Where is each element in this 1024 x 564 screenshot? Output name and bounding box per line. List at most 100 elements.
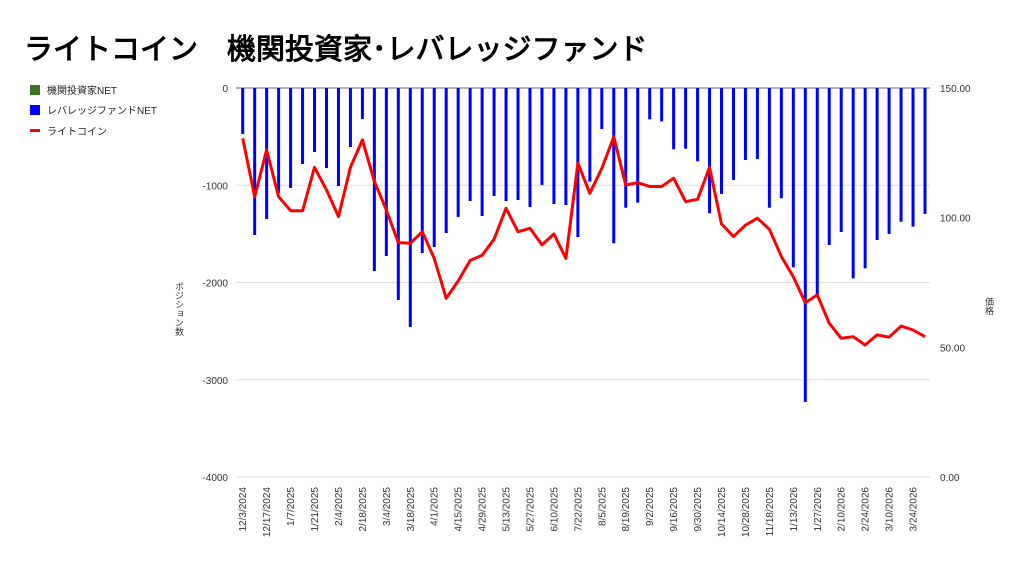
bar-leveraged-fund — [731, 88, 735, 180]
legend-label: 機関投資家NET — [47, 86, 117, 97]
bar-leveraged-fund — [875, 88, 879, 241]
legend-label: ライトコイン — [47, 127, 107, 138]
bar-leveraged-fund — [851, 88, 855, 279]
chart-title: ライトコイン 機関投資家･レバレッジファンド — [24, 32, 648, 66]
bar-leveraged-fund — [708, 88, 712, 214]
bar-leveraged-fund — [241, 88, 245, 134]
bar-leveraged-fund — [301, 88, 305, 164]
x-tick-label: 5/13/2025 — [502, 487, 513, 532]
bar-leveraged-fund — [779, 88, 783, 199]
x-tick-label: 11/18/2025 — [765, 487, 776, 537]
bar-leveraged-fund — [324, 88, 328, 169]
bar-leveraged-fund — [480, 88, 484, 216]
bar-leveraged-fund — [432, 88, 436, 248]
bar-leveraged-fund — [887, 88, 891, 234]
bar-leveraged-fund — [815, 88, 819, 297]
y-right-tick-label: 0.00 — [940, 473, 960, 484]
bar-leveraged-fund — [564, 88, 568, 205]
bar-leveraged-fund — [277, 88, 281, 194]
bar-leveraged-fund — [492, 88, 496, 197]
y-left-tick-label: -3000 — [202, 376, 228, 387]
x-tick-label: 8/19/2025 — [621, 487, 632, 532]
y-axis-left-title: ポジション数 — [173, 282, 183, 336]
bar-leveraged-fund — [360, 88, 364, 120]
bar-leveraged-fund — [899, 88, 903, 222]
x-tick-label: 10/14/2025 — [717, 487, 728, 537]
x-tick-label: 10/28/2025 — [741, 487, 752, 537]
bar-leveraged-fund — [803, 88, 807, 403]
bar-leveraged-fund — [289, 88, 293, 188]
bar-leveraged-fund — [672, 88, 676, 150]
x-tick-label: 7/22/2025 — [573, 487, 584, 532]
bar-leveraged-fund — [696, 88, 700, 162]
x-tick-label: 2/10/2026 — [837, 487, 848, 532]
bar-leveraged-fund — [540, 88, 544, 185]
y-right-tick-label: 50.00 — [940, 343, 965, 354]
x-tick-label: 4/1/2025 — [430, 487, 441, 526]
x-tick-label: 2/4/2025 — [334, 487, 345, 526]
x-tick-label: 9/2/2025 — [645, 487, 656, 526]
bar-leveraged-fund — [791, 88, 795, 268]
x-tick-label: 1/13/2026 — [789, 487, 800, 532]
bar-leveraged-fund — [911, 88, 915, 227]
y-right-tick-label: 150.00 — [940, 84, 971, 95]
legend-item-price: ライトコイン — [30, 123, 107, 138]
bar-leveraged-fund — [600, 88, 604, 130]
legend-item-leveraged: レバレッジファンドNET — [30, 102, 157, 117]
price-line — [241, 135, 926, 347]
y-left-tick-label: -2000 — [202, 279, 228, 290]
bar-leveraged-fund — [420, 88, 424, 254]
bar-leveraged-fund — [516, 88, 520, 201]
x-tick-label: 1/27/2026 — [813, 487, 824, 532]
bar-leveraged-fund — [528, 88, 532, 208]
bar-leveraged-fund — [408, 88, 412, 327]
legend-swatch-red-line — [30, 129, 40, 132]
bar-leveraged-fund — [468, 88, 472, 202]
bar-leveraged-fund — [684, 88, 688, 149]
x-tick-label: 8/5/2025 — [597, 487, 608, 526]
x-tick-label: 12/3/2024 — [238, 487, 249, 532]
x-tick-label: 5/27/2025 — [525, 487, 536, 532]
bar-leveraged-fund — [767, 88, 771, 208]
y-axis-right-title: 価格 — [983, 297, 993, 315]
x-tick-label: 6/10/2025 — [549, 487, 560, 532]
bar-leveraged-fund — [444, 88, 448, 233]
x-tick-label: 9/30/2025 — [693, 487, 704, 532]
bar-leveraged-fund — [456, 88, 460, 217]
x-tick-label: 12/17/2024 — [262, 487, 273, 537]
x-tick-label: 2/24/2026 — [861, 487, 872, 532]
y-left-tick-label: -1000 — [202, 181, 228, 192]
bar-leveraged-fund — [743, 88, 747, 160]
bar-leveraged-fund — [755, 88, 759, 159]
x-tick-label: 9/16/2025 — [669, 487, 680, 532]
bar-leveraged-fund — [863, 88, 867, 269]
bar-leveraged-fund — [384, 88, 388, 257]
bar-leveraged-fund — [720, 88, 724, 195]
bar-leveraged-fund — [923, 88, 927, 215]
legend-item-institutional: 機関投資家NET — [30, 82, 117, 97]
bar-leveraged-fund — [636, 88, 640, 203]
x-tick-label: 2/18/2025 — [358, 487, 369, 532]
x-tick-label: 3/24/2026 — [909, 487, 920, 532]
x-tick-label: 4/29/2025 — [478, 487, 489, 532]
bar-leveraged-fund — [552, 88, 556, 205]
x-tick-label: 3/18/2025 — [406, 487, 417, 532]
bar-leveraged-fund — [648, 88, 652, 120]
bar-leveraged-fund — [624, 88, 628, 208]
bar-leveraged-fund — [827, 88, 831, 245]
y-right-tick-label: 100.00 — [940, 214, 971, 225]
bar-leveraged-fund — [588, 88, 592, 182]
legend-swatch-green — [30, 84, 40, 95]
bar-leveraged-fund — [336, 88, 340, 187]
x-tick-label: 4/15/2025 — [454, 487, 465, 532]
x-tick-label: 1/21/2025 — [310, 487, 321, 532]
x-tick-label: 3/10/2026 — [885, 487, 896, 532]
bar-leveraged-fund — [839, 88, 843, 233]
bar-leveraged-fund — [313, 88, 317, 152]
bar-leveraged-fund — [396, 88, 400, 301]
y-left-tick-label: 0 — [222, 84, 228, 95]
legend-swatch-blue — [30, 104, 40, 115]
bar-leveraged-fund — [504, 88, 508, 202]
legend-label: レバレッジファンドNET — [47, 106, 157, 117]
